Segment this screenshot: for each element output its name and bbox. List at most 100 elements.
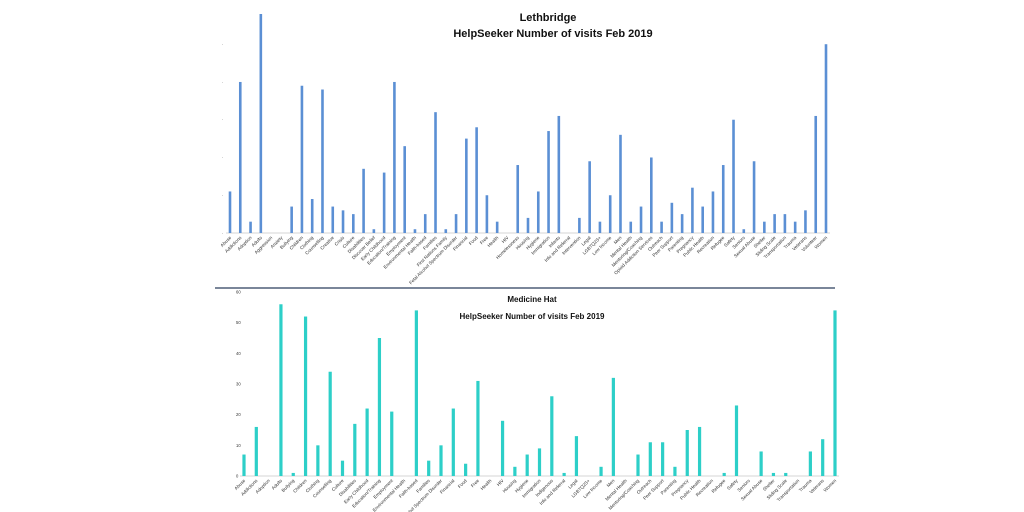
bar <box>824 44 828 234</box>
bar <box>608 195 612 233</box>
bar <box>763 221 766 233</box>
bar <box>331 206 335 233</box>
bar <box>377 338 382 476</box>
bar <box>629 221 633 233</box>
category-label: HIV <box>496 478 506 488</box>
y-tick-label: 50 <box>236 320 241 325</box>
bar <box>390 411 394 476</box>
bar <box>434 112 437 233</box>
bar <box>691 187 694 233</box>
lethbridge-chart-title: Lethbridge <box>520 12 577 24</box>
category-label: HIV <box>501 235 511 245</box>
bar <box>611 377 615 476</box>
y-tick-label: · <box>222 42 223 47</box>
bar <box>427 460 431 476</box>
category-label: Refugee <box>711 478 727 494</box>
bar <box>476 380 480 476</box>
bar <box>372 229 376 233</box>
category-label: Free <box>479 235 490 246</box>
bar <box>465 138 468 233</box>
bar <box>732 119 735 233</box>
bar <box>599 466 603 476</box>
bar <box>759 451 763 476</box>
bar <box>393 81 396 233</box>
bar <box>310 199 314 233</box>
y-tick-label: · <box>222 193 223 198</box>
bar <box>238 81 242 233</box>
bar <box>423 214 427 233</box>
bar <box>290 206 293 233</box>
bar <box>526 217 530 233</box>
bar <box>636 454 640 476</box>
lethbridge-chart: Lethbridge HelpSeeker Number of visits F… <box>219 12 830 285</box>
bar <box>814 115 818 233</box>
bar <box>685 430 689 476</box>
bar <box>680 214 684 233</box>
bar <box>228 191 232 233</box>
bar <box>500 420 505 476</box>
bar <box>670 202 674 233</box>
y-tick-label: 20 <box>236 412 241 417</box>
bar <box>562 472 566 476</box>
category-label: Women <box>823 478 838 493</box>
bar <box>382 172 386 233</box>
category-label: Food <box>457 478 468 489</box>
bar <box>516 165 520 233</box>
bar <box>249 221 252 233</box>
medicine-hat-chart: Medicine Hat HelpSeeker Number of visits… <box>233 290 839 512</box>
bar <box>711 191 715 233</box>
bar <box>804 210 807 233</box>
bar <box>300 85 304 233</box>
bar <box>648 442 652 476</box>
bar <box>742 229 746 233</box>
bar <box>291 472 295 476</box>
bar <box>578 217 581 233</box>
bar <box>303 316 308 476</box>
bar <box>439 445 443 476</box>
bar <box>242 454 246 476</box>
category-label: Food <box>468 235 479 246</box>
bar <box>321 89 324 233</box>
bar <box>536 191 540 233</box>
bar <box>793 221 797 233</box>
bar <box>365 408 369 476</box>
category-label: Legal <box>580 235 591 246</box>
bar <box>413 229 417 233</box>
bar <box>451 408 455 476</box>
bar <box>734 405 739 476</box>
bar <box>639 206 643 233</box>
medicine-hat-chart-title: Medicine Hat <box>507 295 557 304</box>
bar <box>833 310 837 476</box>
bar <box>661 442 665 476</box>
bar <box>362 168 365 233</box>
bar <box>550 396 554 476</box>
bar <box>328 371 332 476</box>
bar <box>513 466 517 476</box>
bar <box>525 454 529 476</box>
y-tick-label: · <box>222 155 223 160</box>
category-label: Free <box>470 478 481 489</box>
y-tick-label: · <box>222 231 223 236</box>
y-tick-label: · <box>222 79 223 84</box>
category-label: Legal <box>567 478 578 489</box>
bar <box>444 229 448 233</box>
bar <box>619 134 622 233</box>
bar <box>773 214 776 233</box>
y-tick-label: · <box>222 117 223 122</box>
bar <box>414 310 418 476</box>
bar <box>701 206 704 233</box>
bar <box>464 463 468 476</box>
bar <box>485 195 489 233</box>
bar <box>340 460 345 476</box>
bar <box>660 221 663 233</box>
bar <box>316 445 320 476</box>
lethbridge-chart-subtitle: HelpSeeker Number of visits Feb 2019 <box>453 28 652 40</box>
category-label: Health <box>480 478 493 491</box>
bar <box>353 423 357 476</box>
y-tick-label: 0 <box>236 474 239 479</box>
y-tick-label: 30 <box>236 382 241 387</box>
y-tick-label: 40 <box>236 351 241 356</box>
bar <box>403 146 406 233</box>
bar <box>254 426 258 476</box>
